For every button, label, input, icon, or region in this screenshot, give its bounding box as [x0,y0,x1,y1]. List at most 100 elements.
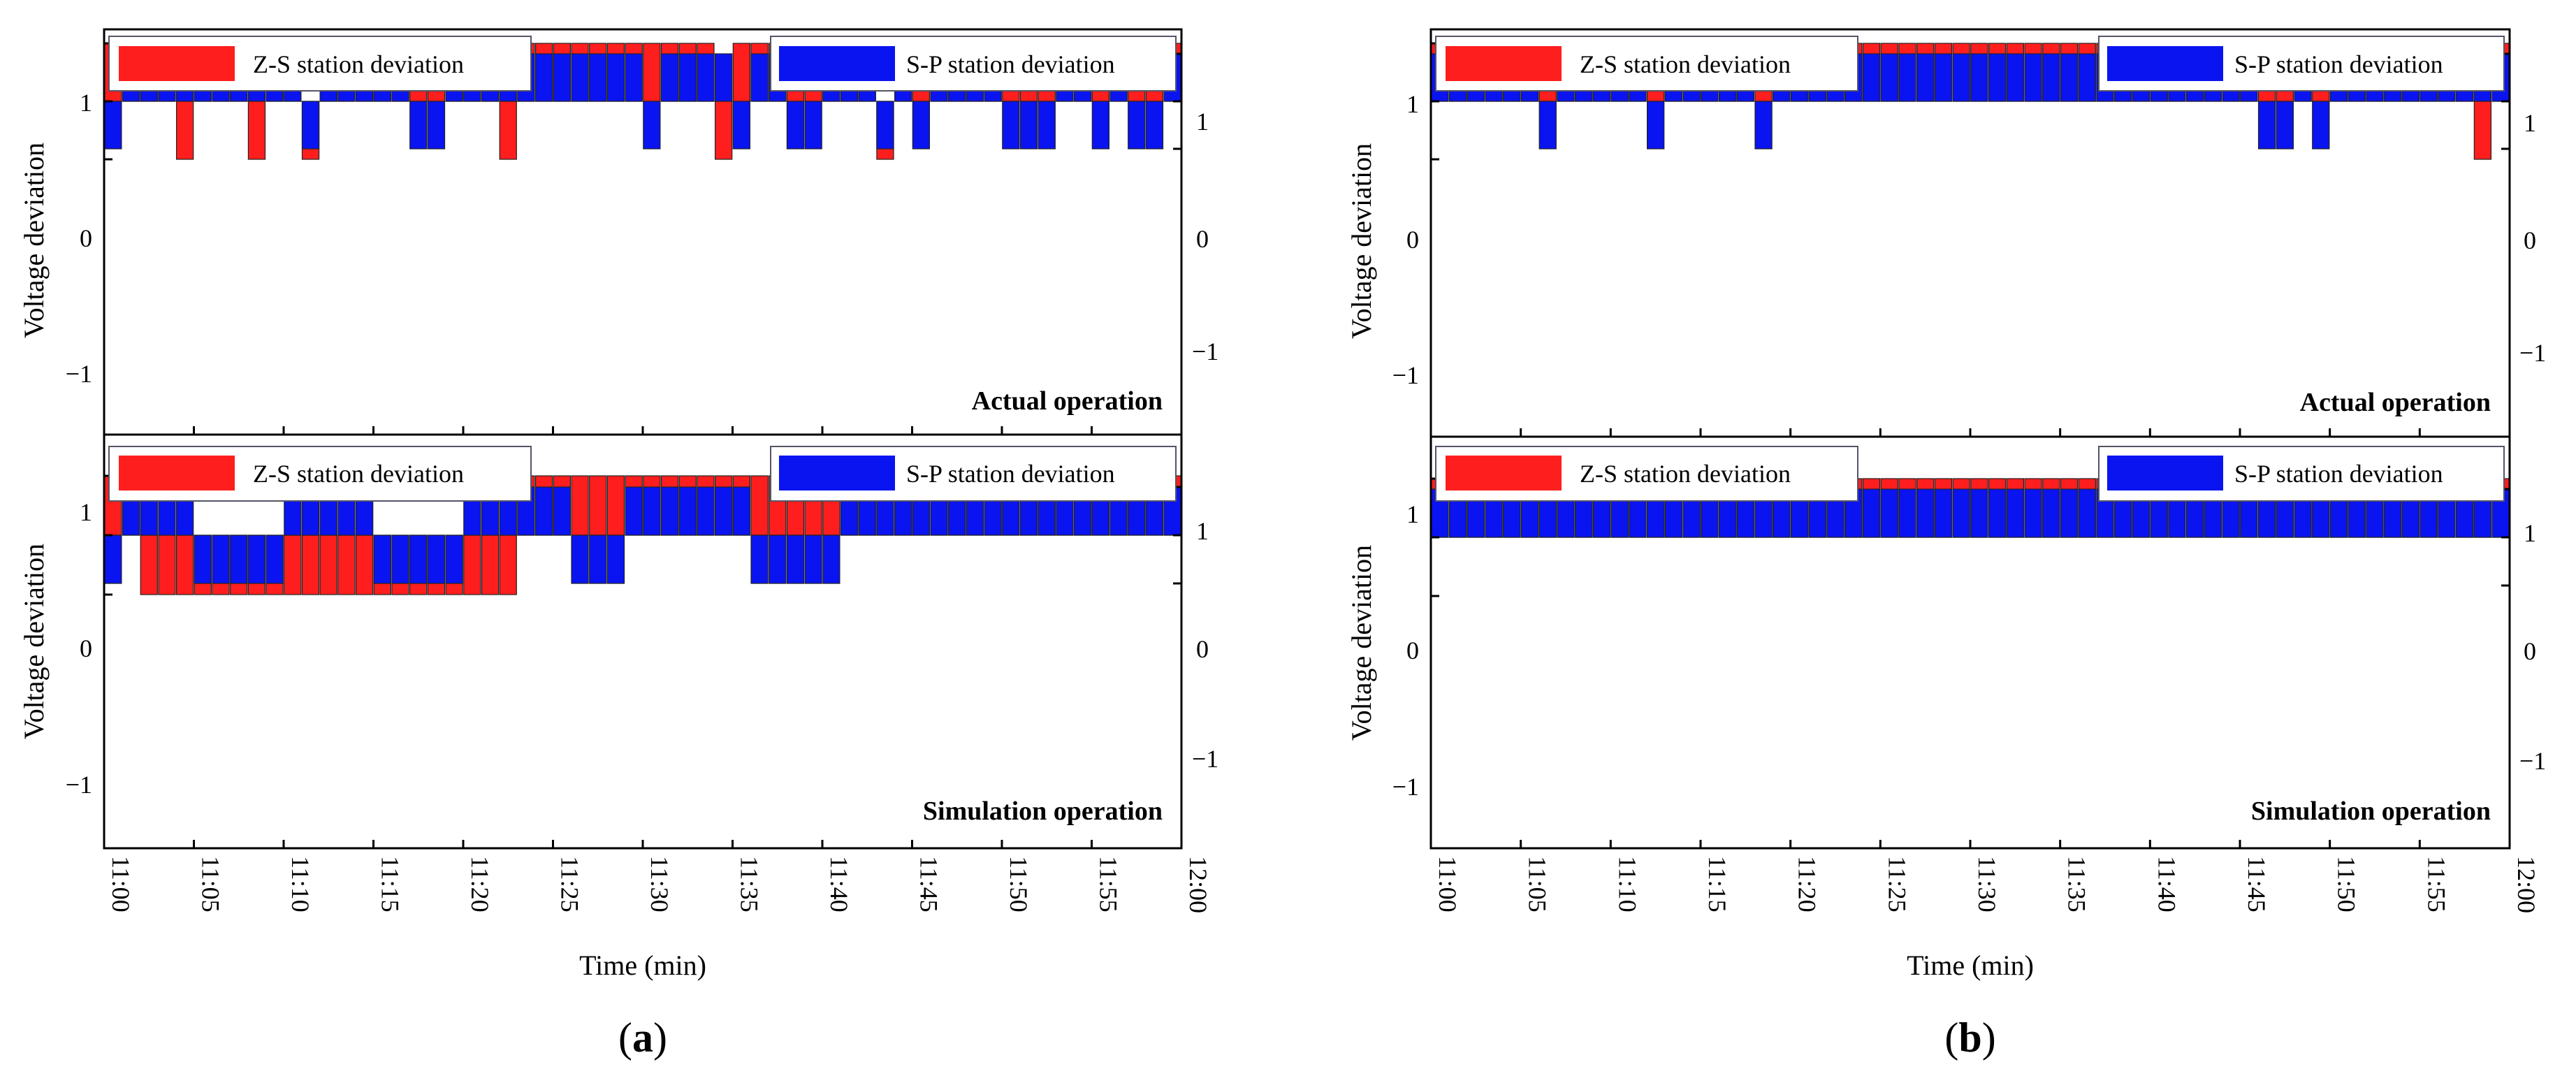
x-tick-labels: 11:00 11:05 11:10 11:15 11:20 11:25 11:30 11:35… [107,856,1212,913]
bar-s-p-30 [1970,53,1988,102]
x-tick-label: 12:00 [1184,856,1212,913]
bar-s-p-11 [301,101,320,150]
x-tick-label: 11:35 [2063,856,2091,913]
bar-s-p-32 [2006,488,2025,538]
bar-s-p-27 [589,535,607,584]
panel-b-simulation: 1 0 −1 1 0 −1 Voltage deviation Z-S stat… [1346,435,2546,850]
bar-s-p-0 [104,535,122,584]
legend-s-p: S-P station deviation [2098,36,2505,92]
panel-title: Simulation operation [923,797,1163,826]
bar-s-p-33 [697,486,715,536]
bar-z-s-20 [463,535,481,595]
left-tick-minus1: −1 [1392,361,1419,389]
x-axis-title: Time (min) [1907,950,2034,981]
bar-s-p-28 [606,535,625,584]
bar-s-p-55 [1091,101,1110,150]
bar-s-p-34 [714,486,733,536]
bar-s-p-35 [2060,488,2079,538]
panel-title: Actual operation [972,386,1163,416]
bar-s-p-33 [2024,53,2042,102]
left-tick-1: 1 [1406,500,1419,528]
right-tick-0: 0 [2524,637,2536,665]
x-tick-label: 11:55 [2422,856,2450,913]
panel-b-actual: 1 0 −1 1 0 −1 Voltage deviation Z-S stat… [1346,28,2546,438]
y-axis-label: Voltage deviation [18,544,50,739]
bar-s-p-38 [786,535,805,584]
legend-label-s-p: S-P station deviation [906,50,1115,78]
tick-group [1429,477,2511,848]
legend-label-s-p: S-P station deviation [2234,50,2443,78]
subfigure-caption-a: (a) [618,1015,667,1061]
bar-s-p-25 [1880,488,1898,538]
right-tick-1: 1 [1196,517,1209,545]
tick-group [1429,42,2511,437]
bar-s-p-45 [912,101,931,150]
legend-label-z-s: Z-S station deviation [253,50,464,78]
bar-s-p-24 [1862,488,1881,538]
legend-swatch-z-s [119,46,235,81]
x-tick-label: 11:15 [1703,856,1731,913]
x-tick-label: 11:10 [1613,856,1641,913]
bar-z-s-30 [643,43,661,102]
bar-z-s-8 [247,101,266,160]
panel-a-actual: 1 0 −1 1 0 −1 Voltage deviation Z-S stat… [18,28,1218,436]
bar-s-p-50 [1002,101,1020,150]
bar-s-p-15 [373,535,391,584]
bar-s-p-30 [1970,488,1988,538]
bar-s-p-31 [1988,488,2007,538]
bar-s-p-31 [1988,53,2007,102]
bar-s-p-32 [678,53,697,102]
right-tick-minus1: −1 [2519,747,2546,775]
bar-group [104,475,1181,595]
bar-s-p-26 [1898,488,1916,538]
bar-s-p-28 [606,53,625,102]
bar-s-p-24 [534,53,553,102]
legend-swatch-z-s [1446,46,1562,81]
x-tick-label: 11:10 [286,856,314,913]
bar-s-p-18 [1754,101,1773,150]
panel-title: Simulation operation [2251,797,2491,826]
right-tick-minus1: −1 [1192,745,1218,773]
bar-s-p-17 [409,101,428,150]
left-tick-1: 1 [1406,90,1419,118]
right-tick-0: 0 [1196,225,1209,253]
bar-s-p-26 [1898,53,1916,102]
bar-s-p-18 [427,535,446,584]
bar-s-p-28 [1934,53,1953,102]
figure-a: 1 0 −1 1 0 −1 Voltage deviation Z-S stat… [18,28,1218,1061]
bar-s-p-39 [804,101,822,150]
legend-swatch-z-s [1446,456,1562,490]
bar-s-p-36 [750,535,769,584]
legend-label-s-p: S-P station deviation [906,460,1115,488]
bar-s-p-31 [660,486,679,536]
x-tick-labels: 11:00 11:05 11:10 11:15 11:20 11:25 11:30 11:35… [1434,856,2540,913]
bar-s-p-49 [2312,101,2330,150]
bar-s-p-6 [1538,101,1557,150]
panel-title: Actual operation [2300,388,2491,417]
x-tick-label: 11:45 [2243,856,2271,913]
x-tick-label: 11:55 [1095,856,1123,913]
bar-z-s-12 [319,535,337,595]
bar-s-p-12 [1647,101,1665,150]
legend-swatch-s-p [2107,456,2223,490]
legend-s-p: S-P station deviation [770,446,1177,502]
legend-s-p: S-P station deviation [770,36,1177,92]
legend-label-s-p: S-P station deviation [2234,460,2443,488]
bar-z-s-10 [284,535,302,595]
bar-s-p-27 [589,53,607,102]
bar-s-p-32 [2006,53,2025,102]
bar-s-p-29 [1952,53,1970,102]
legend-z-s: Z-S station deviation [1435,36,1858,92]
bar-s-p-30 [643,101,661,150]
legend-s-p: S-P station deviation [2098,446,2505,502]
bar-s-p-27 [1916,488,1935,538]
x-tick-label: 11:25 [556,856,584,913]
x-axis-title: Time (min) [579,950,706,981]
bar-s-p-35 [732,486,751,536]
x-tick-label: 11:25 [1883,856,1911,913]
bar-z-s-34 [714,101,733,160]
bar-s-p-18 [427,101,446,150]
left-tick-0: 0 [80,224,92,252]
bar-s-p-37 [769,535,787,584]
panel-a-simulation: 1 0 −1 1 0 −1 Voltage deviation Z-S stat… [18,433,1218,850]
